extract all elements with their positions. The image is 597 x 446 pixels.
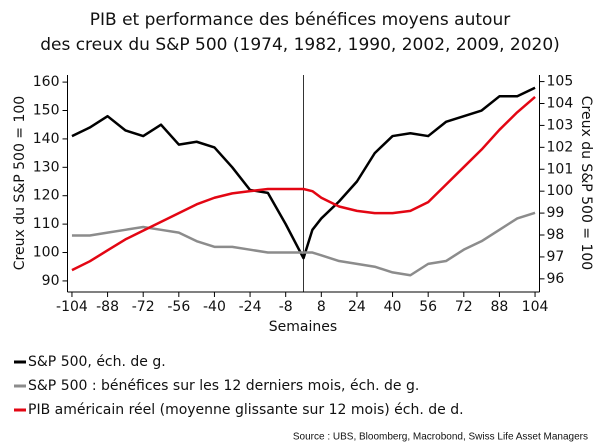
x-tick-label: 8 xyxy=(317,299,326,315)
y-tick-label: 90 xyxy=(42,273,60,289)
y2-tick-label: 97 xyxy=(547,249,565,265)
x-tick-label: 24 xyxy=(348,299,366,315)
x-tick-label: -8 xyxy=(279,299,293,315)
y-tick-label: 120 xyxy=(33,188,60,204)
x-tick-label: 40 xyxy=(384,299,402,315)
y2-tick-label: 96 xyxy=(547,271,565,287)
y-tick-label: 150 xyxy=(33,103,60,119)
x-tick-label: -88 xyxy=(96,299,119,315)
x-tick-label: 72 xyxy=(455,299,473,315)
legend-label: S&P 500 : bénéfices sur les 12 derniers … xyxy=(28,378,419,394)
chart-subtitle: des creux du S&P 500 (1974, 1982, 1990, … xyxy=(40,35,560,55)
x-tick-label: 56 xyxy=(419,299,437,315)
y2-tick-label: 102 xyxy=(547,139,574,155)
y2-tick-label: 101 xyxy=(547,161,574,177)
legend-label: PIB américain réel (moyenne glissante su… xyxy=(28,402,464,418)
x-tick-label: 104 xyxy=(522,299,549,315)
x-tick-label: -72 xyxy=(132,299,155,315)
x-axis-label: Semaines xyxy=(269,319,337,335)
legend-label: S&P 500, éch. de g. xyxy=(28,354,166,370)
x-tick-label: -40 xyxy=(203,299,226,315)
series-line xyxy=(71,211,536,277)
y2-tick-label: 104 xyxy=(547,95,574,111)
x-tick-label: -104 xyxy=(56,299,88,315)
y-tick-label: 110 xyxy=(33,216,60,232)
chart-title: PIB et performance des bénéfices moyens … xyxy=(90,10,510,30)
y2-tick-label: 100 xyxy=(547,183,574,199)
source: Source : UBS, Bloomberg, Macrobond, Swis… xyxy=(293,432,588,443)
x-tick-label: -56 xyxy=(167,299,190,315)
y-tick-label: 140 xyxy=(33,131,60,147)
y-tick-label: 160 xyxy=(33,74,60,90)
y2-tick-label: 105 xyxy=(547,74,574,90)
y2-tick-label: 98 xyxy=(547,227,565,243)
y-tick-label: 100 xyxy=(33,245,60,261)
y2-tick-label: 99 xyxy=(547,205,565,221)
y2-tick-label: 103 xyxy=(547,117,574,133)
series-line xyxy=(71,86,536,260)
y-axis-label: Creux du S&P 500 = 100 xyxy=(12,96,28,270)
y-tick-label: 130 xyxy=(33,159,60,175)
x-tick-label: -24 xyxy=(239,299,262,315)
x-tick-label: 88 xyxy=(491,299,509,315)
y2-axis-label: Creux du S&P 500 = 100 xyxy=(578,96,594,270)
series-line xyxy=(71,95,536,272)
